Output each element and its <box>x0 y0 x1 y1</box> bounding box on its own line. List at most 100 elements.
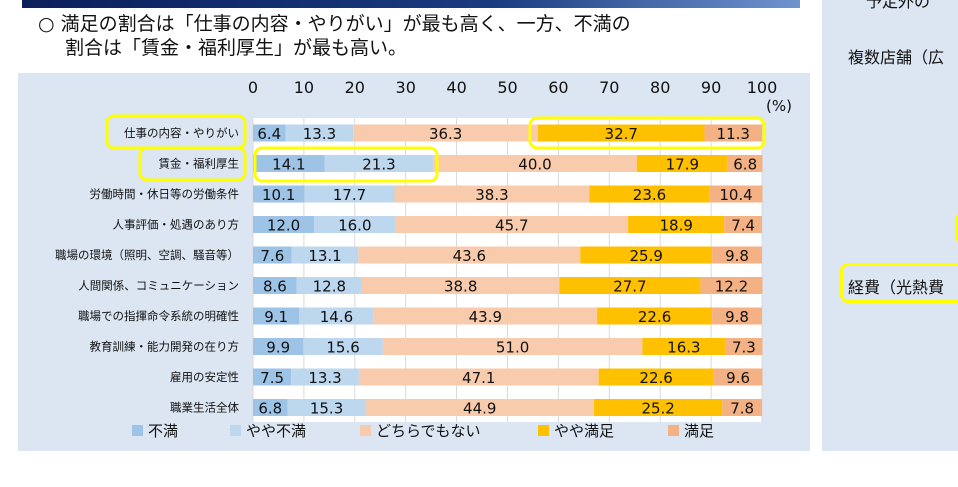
data-label: 17.9 <box>666 156 699 174</box>
headline-line-1: ○ 満足の割合は「仕事の内容・やりがい」が最も高く、一方、不満の <box>38 13 631 35</box>
data-label: 17.7 <box>333 186 366 204</box>
data-label: 25.2 <box>641 400 674 418</box>
data-label: 7.5 <box>260 369 284 387</box>
x-axis-unit: (%) <box>766 97 792 115</box>
data-label: 13.3 <box>303 125 336 143</box>
bar-segment <box>433 155 637 172</box>
data-label: 10.4 <box>719 186 752 204</box>
data-label: 45.7 <box>495 217 528 235</box>
data-label: 25.9 <box>629 247 662 265</box>
data-label: 16.0 <box>338 217 371 235</box>
legend-swatch <box>538 425 549 436</box>
bar-segment <box>285 124 354 142</box>
data-label: 36.3 <box>429 125 462 143</box>
bar-segment <box>304 185 395 203</box>
data-label: 6.4 <box>257 125 281 143</box>
legend-swatch <box>132 425 143 436</box>
legend-label: 満足 <box>684 422 714 440</box>
data-label: 9.8 <box>725 247 749 265</box>
data-label: 14.1 <box>272 156 305 174</box>
bar-segment <box>628 216 725 233</box>
bar-segment <box>353 124 539 142</box>
data-label: 9.8 <box>725 308 749 326</box>
bar-segment <box>253 124 286 142</box>
data-label: 8.6 <box>263 278 287 296</box>
x-tick-label: 70 <box>599 78 619 97</box>
data-label: 7.6 <box>260 247 284 265</box>
data-label: 43.9 <box>469 308 502 326</box>
category-label: 教育訓練・能力開発の在り方 <box>90 340 240 354</box>
bar-segment <box>253 155 325 172</box>
data-label: 38.8 <box>444 278 477 296</box>
data-label: 16.3 <box>667 339 700 357</box>
category-label: 仕事の内容・やりがい <box>124 126 239 140</box>
bar-segment <box>700 277 763 294</box>
bar-segment <box>361 277 560 294</box>
data-label: 15.3 <box>310 400 343 418</box>
bar-segment <box>724 216 762 233</box>
category-label: 人事評価・処遇のあり方 <box>113 218 240 232</box>
data-label: 15.6 <box>326 339 359 357</box>
category-label: 賃金・福利厚生 <box>159 157 240 171</box>
data-label: 13.1 <box>308 247 341 265</box>
data-label: 7.3 <box>732 339 756 357</box>
bar-segment <box>709 185 763 203</box>
x-tick-label: 50 <box>497 78 517 97</box>
bar-segment <box>314 216 396 233</box>
bar-segment <box>253 399 288 416</box>
highlight-box <box>528 116 766 150</box>
x-tick-label: 40 <box>446 78 466 97</box>
bar-segment <box>365 399 595 416</box>
data-label: 43.6 <box>453 247 486 265</box>
x-tick-label: 0 <box>248 78 258 97</box>
category-label: 人間関係、コミュニケーション <box>78 279 239 293</box>
data-label: 51.0 <box>496 339 529 357</box>
headline-line-2: 割合は「賃金・福利厚生」が最も高い。 <box>65 37 408 59</box>
bar-segment <box>291 246 359 264</box>
bar-segment <box>598 368 714 386</box>
data-label: 47.1 <box>462 369 495 387</box>
right-panel: 予定外の 複数店舗（広 経費（光熱費 <box>822 0 958 451</box>
bar-segment <box>597 307 713 325</box>
data-label: 10.1 <box>262 186 295 204</box>
legend-label: やや満足 <box>554 422 614 440</box>
bar-segment <box>642 338 726 355</box>
data-label: 7.4 <box>731 217 755 235</box>
legend-label: どちらでもない <box>376 422 481 440</box>
category-label: 職場での指揮命令系統の明確性 <box>78 309 239 323</box>
legend-swatch <box>360 425 371 436</box>
bar-segment <box>589 185 710 203</box>
data-label: 18.9 <box>660 217 693 235</box>
bar-segment <box>253 307 300 325</box>
bar-segment <box>358 368 599 386</box>
highlight-box <box>253 146 439 183</box>
bar-segment <box>373 307 598 325</box>
data-label: 21.3 <box>362 156 395 174</box>
data-label: 11.3 <box>717 125 750 143</box>
data-label: 12.2 <box>715 278 748 296</box>
data-label: 7.8 <box>730 400 754 418</box>
x-tick-label: 10 <box>294 78 314 97</box>
legend-label: やや不満 <box>246 422 306 440</box>
category-label: 職業生活全体 <box>170 401 239 415</box>
data-label: 38.3 <box>475 186 508 204</box>
bar-segment <box>253 368 292 386</box>
data-label: 12.8 <box>313 278 346 296</box>
data-label: 44.9 <box>463 400 496 418</box>
bar-segment <box>580 246 713 264</box>
highlight-box <box>840 263 958 303</box>
bar-segment <box>712 246 762 264</box>
bar-segment <box>395 216 629 233</box>
data-label: 40.0 <box>518 156 551 174</box>
data-label: 22.6 <box>639 369 672 387</box>
bar-segment <box>725 338 763 355</box>
bar-segment <box>594 399 723 416</box>
bar-segment <box>253 216 315 233</box>
data-label: 9.1 <box>264 308 288 326</box>
bar-segment <box>303 338 383 355</box>
bar-segment <box>713 368 763 386</box>
bar-segment <box>559 277 701 294</box>
bar-segment <box>636 155 728 172</box>
bar-segment <box>538 124 705 142</box>
